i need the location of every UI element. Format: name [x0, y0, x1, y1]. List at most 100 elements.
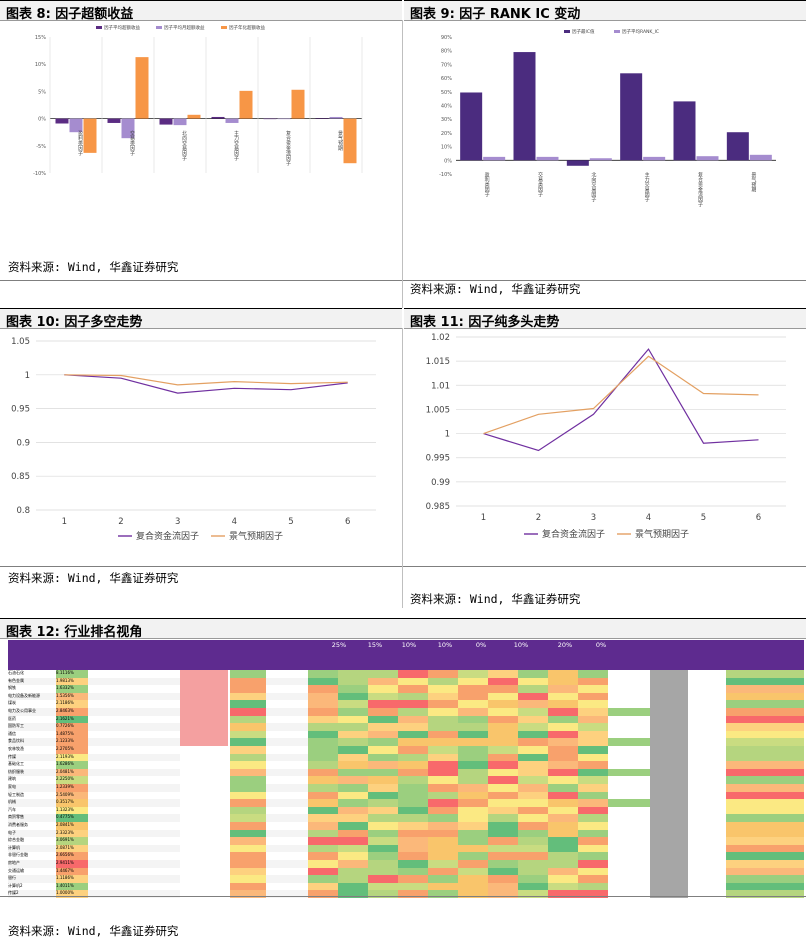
- fig11-xtick: 6: [756, 513, 761, 523]
- score-cell: [488, 867, 518, 876]
- score-cell: [308, 670, 338, 678]
- divider: [0, 280, 806, 281]
- score-cell: [428, 806, 458, 815]
- trend-cell: [266, 784, 308, 792]
- score-cell: [458, 746, 488, 754]
- score-cell: [578, 890, 608, 898]
- fig8-bar-3: [187, 114, 201, 119]
- factor-value: 0.7726%: [56, 723, 88, 731]
- score-cell: [308, 746, 338, 754]
- trend-cell: [266, 708, 308, 716]
- score-cell: [458, 670, 488, 678]
- gray-cell: [650, 822, 688, 830]
- score-cell: [488, 753, 518, 762]
- final-score-cell: [726, 723, 764, 731]
- factor-value: 1.4467%: [56, 867, 88, 876]
- trend-cell: [266, 860, 308, 868]
- signal-cell: [608, 882, 650, 891]
- blank-cell: [688, 829, 726, 838]
- score-cell: [338, 776, 368, 784]
- divider: [0, 896, 806, 897]
- score-cell: [548, 890, 578, 898]
- fig10-ytick: 0.8: [16, 506, 30, 516]
- final-rank-cell: [764, 692, 804, 701]
- fig8-legend-swatch: [221, 26, 227, 29]
- fig10-title: 图表 10: 因子多空走势: [0, 309, 402, 330]
- rank-cell: [230, 806, 266, 815]
- score-cell: [518, 867, 548, 876]
- return-cell: [180, 761, 228, 769]
- trend-cell: [266, 867, 308, 876]
- score-cell: [368, 708, 398, 716]
- factor-value: 1.1323%: [56, 806, 88, 815]
- industry-name: 商贸零售: [8, 814, 56, 822]
- fig8-bar-2: [173, 118, 187, 126]
- blank-cell: [688, 761, 726, 769]
- divider: [402, 20, 403, 308]
- score-cell: [578, 692, 608, 701]
- blank-cell: [688, 844, 726, 853]
- score-cell: [308, 784, 338, 792]
- score-cell: [428, 882, 458, 891]
- blank-cell: [88, 776, 180, 784]
- score-cell: [488, 723, 518, 731]
- score-cell: [398, 867, 428, 876]
- weight-label: 10%: [513, 641, 529, 649]
- score-cell: [428, 860, 458, 868]
- blank-cell: [688, 852, 726, 860]
- score-cell: [458, 791, 488, 800]
- score-cell: [308, 806, 338, 815]
- score-cell: [338, 723, 368, 731]
- fig9-ytick: 20%: [441, 131, 452, 137]
- fig11-ytick: 1.01: [431, 381, 450, 391]
- final-score-cell: [726, 844, 764, 853]
- fig8-bar-2: [69, 118, 83, 133]
- signal-cell: [608, 685, 650, 693]
- score-cell: [458, 768, 488, 777]
- score-cell: [308, 875, 338, 883]
- score-cell: [308, 700, 338, 708]
- score-cell: [488, 882, 518, 891]
- score-cell: [488, 806, 518, 815]
- score-cell: [338, 852, 368, 860]
- blank-cell: [88, 708, 180, 716]
- factor-value: 8.1116%: [56, 670, 88, 678]
- gray-cell: [650, 670, 688, 678]
- blank-cell: [688, 700, 726, 708]
- blank-cell: [688, 685, 726, 693]
- final-rank-cell: [764, 715, 804, 724]
- fig11-line-2: [483, 355, 759, 435]
- score-cell: [488, 844, 518, 853]
- return-cell: [180, 814, 228, 822]
- trend-cell: [266, 799, 308, 807]
- fig8-legend-label: 因子年化超额收益: [229, 24, 265, 31]
- factor-value: 3.0691%: [56, 837, 88, 845]
- score-cell: [578, 761, 608, 769]
- signal-cell: [608, 746, 650, 754]
- blank-cell: [88, 692, 180, 701]
- blank-cell: [688, 723, 726, 731]
- score-cell: [338, 768, 368, 777]
- final-rank-cell: [764, 791, 804, 800]
- final-score-cell: [726, 875, 764, 883]
- score-cell: [578, 700, 608, 708]
- score-cell: [338, 822, 368, 830]
- score-cell: [578, 685, 608, 693]
- fig10-source: 资料来源: Wind, 华鑫证券研究: [8, 571, 179, 585]
- blank-cell: [688, 791, 726, 800]
- signal-cell: [608, 860, 650, 868]
- blank-cell: [688, 799, 726, 807]
- gray-cell: [650, 677, 688, 686]
- score-cell: [458, 692, 488, 701]
- score-cell: [578, 837, 608, 845]
- factor-value: 2.2705%: [56, 746, 88, 754]
- fig9-title: 图表 9: 因子 RANK IC 变动: [404, 1, 806, 22]
- fig10-line-2: [64, 374, 348, 386]
- score-cell: [518, 806, 548, 815]
- score-cell: [518, 738, 548, 746]
- trend-cell: [266, 692, 308, 701]
- fig12-source: 资料来源: Wind, 华鑫证券研究: [8, 924, 179, 938]
- fig8-bar-1: [211, 116, 225, 119]
- final-rank-cell: [764, 799, 804, 807]
- gray-cell: [650, 791, 688, 800]
